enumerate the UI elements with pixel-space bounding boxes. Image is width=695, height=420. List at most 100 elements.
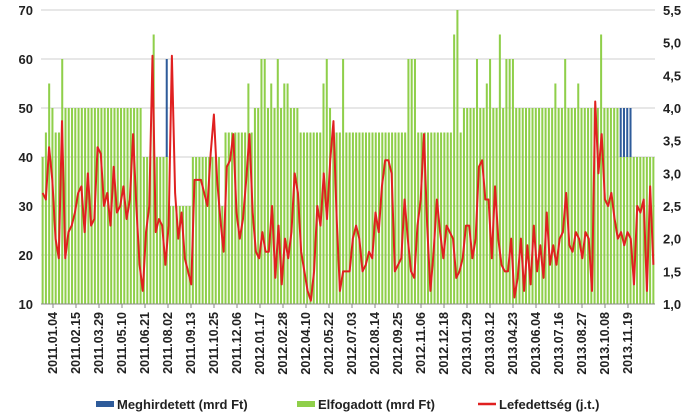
bar-elfogadott [61,59,64,304]
x-tick-label: 2013.01.29 [460,312,474,375]
bar-elfogadott [286,83,289,304]
bar-elfogadott [296,108,299,304]
bar-elfogadott [87,108,90,304]
bar-elfogadott [247,83,250,304]
bar-elfogadott [237,132,240,304]
bar-elfogadott [270,83,273,304]
bar-elfogadott [391,132,394,304]
bar-elfogadott [217,157,221,304]
bar-elfogadott [518,108,521,304]
x-tick-label: 2012.09.25 [391,312,405,375]
bar-elfogadott [387,132,390,304]
bar-elfogadott [459,132,462,304]
bar-elfogadott [541,108,544,304]
bar-elfogadott [567,108,570,304]
bar-elfogadott [469,108,472,304]
x-axis: 2011.01.04 2011.02.15 2011.03.29 2011.05.10… [41,303,655,375]
bar-elfogadott [609,108,612,304]
bar-elfogadott [622,157,625,304]
x-tick-label: 2013.08.27 [575,312,589,375]
bar-elfogadott [97,108,100,304]
bar-elfogadott [221,206,224,304]
bar-elfogadott [306,132,309,304]
bar-elfogadott [573,108,576,304]
bar-elfogadott [462,108,465,304]
y2-tick-label: 1,0 [663,297,681,312]
bar-elfogadott [263,59,266,304]
bar-elfogadott [400,132,403,304]
bar-elfogadott [626,157,629,304]
bar-elfogadott [133,108,136,304]
bar-elfogadott [329,108,332,304]
bar-elfogadott [361,132,364,304]
bar-elfogadott [198,157,201,304]
bar-elfogadott [44,132,47,304]
bar-elfogadott [544,108,547,304]
legend-label-elfogadott: Elfogadott (mrd Ft) [318,397,435,412]
legend-swatch-meghirdetett [96,401,114,407]
x-tick-label: 2012.12.18 [437,312,451,375]
bar-elfogadott [165,157,168,304]
bar-elfogadott [430,132,433,304]
bar-elfogadott [54,132,57,304]
legend-swatch-elfogadott [297,401,315,407]
bar-elfogadott [551,108,554,304]
bar-elfogadott [564,59,567,304]
y2-tick-label: 2,5 [663,199,681,214]
bar-elfogadott [332,132,335,304]
legend-label-meghirdetett: Meghirdetett (mrd Ft) [117,397,248,412]
bar-elfogadott [515,108,518,304]
bar-elfogadott [489,59,492,304]
bar-elfogadott [596,108,599,304]
x-tick-label: 2012.08.14 [368,312,382,375]
x-tick-label: 2011.03.29 [92,312,106,374]
x-tick-label: 2012.07.03 [345,312,359,375]
x-tick-label: 2013.06.04 [529,312,543,375]
legend-label-lefedettseg: Lefedettség (j.t.) [499,397,599,412]
bar-elfogadott [139,108,142,304]
x-tick-label: 2013.11.19 [621,312,635,374]
x-tick-label: 2011.08.02 [161,312,175,374]
bar-elfogadott [234,132,237,304]
bar-elfogadott [149,157,152,304]
bar-elfogadott [593,108,596,304]
bar-elfogadott [280,108,283,304]
bar-elfogadott [250,132,253,304]
y2-tick-label: 3,5 [663,134,681,149]
bar-elfogadott [67,108,70,304]
bar-elfogadott [502,108,505,304]
bar-elfogadott [100,108,103,304]
bar-elfogadott [407,59,410,304]
bar-elfogadott [368,132,371,304]
bar-elfogadott [531,108,534,304]
bar-elfogadott [479,108,482,304]
y-tick-label: 20 [19,248,33,263]
y2-tick-label: 5,5 [663,3,681,18]
bar-elfogadott [554,83,557,304]
bar-elfogadott [632,157,635,304]
bar-elfogadott [485,83,488,304]
bar-elfogadott [423,132,426,304]
bar-elfogadott [560,108,563,304]
bar-elfogadott [51,108,54,304]
bar-elfogadott [440,132,443,304]
x-tick-label: 2013.10.08 [598,312,612,375]
bar-elfogadott [253,108,256,304]
bar-elfogadott [587,108,590,304]
y2-tick-label: 2,0 [663,232,681,247]
bar-elfogadott [276,59,279,304]
bar-elfogadott [309,132,312,304]
x-tick-label: 2011.06.21 [138,312,152,374]
bar-elfogadott [351,132,354,304]
x-tick-label: 2011.02.15 [69,312,83,374]
x-tick-label: 2013.03.12 [483,312,497,375]
y-tick-label: 60 [19,52,33,67]
bar-meghirdetett [165,59,168,157]
bar-elfogadott [619,157,622,304]
bar-elfogadott [482,108,485,304]
bar-elfogadott [257,108,260,304]
bar-elfogadott [580,108,583,304]
bar-meghirdetett [629,108,632,157]
bar-elfogadott [345,132,348,304]
